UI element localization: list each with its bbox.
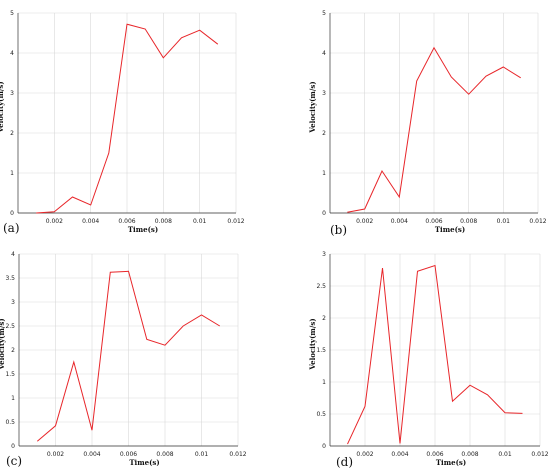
y-tick-label: 0 [10, 210, 14, 217]
x-tick-label: 0.01 [193, 218, 207, 225]
y-tick-label: 2.5 [5, 323, 15, 330]
x-tick-label: 0.004 [391, 451, 408, 458]
y-axis-label: Velocity(m/s) [0, 318, 6, 370]
x-tick-label: 0.012 [227, 218, 244, 225]
x-tick-label: 0.004 [391, 218, 408, 225]
y-tick-label: 2 [322, 130, 326, 137]
series-line [347, 264, 523, 445]
y-tick-label: 3 [10, 90, 14, 97]
y-tick-label: 3 [11, 299, 15, 306]
y-tick-label: 4 [322, 50, 326, 57]
y-tick-label: 3.5 [5, 275, 15, 282]
y-tick-label: 2.5 [316, 283, 326, 290]
chart-panel-2: 0 1 2 3 4 5 0.002 0.004 0.006 0.008 0.01 0.012 Time(… [308, 10, 547, 237]
y-axis-label: Velocity(m/s) [308, 318, 317, 370]
y-tick-label: 1 [11, 395, 15, 402]
y-axis-label: Velocity(m/s) [0, 81, 5, 133]
x-tick-label: 0.006 [118, 218, 135, 225]
x-axis-label: Time(s) [128, 225, 158, 234]
y-tick-label: 1 [322, 170, 326, 177]
x-axis-label: Time(s) [435, 225, 465, 234]
panel-label: (a) [3, 221, 20, 235]
y-tick-label: 2 [11, 347, 15, 354]
x-axis-label: Time(s) [436, 458, 466, 467]
y-tick-label: 2 [10, 130, 14, 137]
x-tick-label: 0.01 [497, 218, 511, 225]
series-line [36, 23, 219, 214]
y-tick-label: 3 [322, 251, 326, 258]
y-tick-label: 0.5 [316, 411, 326, 418]
x-tick-label: 0.002 [46, 218, 63, 225]
x-tick-label: 0.008 [155, 218, 172, 225]
x-tick-label: 0.008 [156, 451, 173, 458]
x-tick-label: 0.012 [531, 451, 548, 458]
series-line [36, 270, 221, 442]
chart-panel-3: 0 0.5 1 1.5 2 2.5 3 3.5 4 0.002 0.004 0.006 0.008 0.0… [0, 251, 247, 468]
panel-label: (c) [6, 454, 22, 468]
y-tick-label: 4 [11, 251, 15, 258]
y-tick-label: 1.5 [5, 371, 15, 378]
x-tick-label: 0.004 [82, 218, 99, 225]
y-tick-label: 1.5 [316, 347, 326, 354]
y-tick-label: 0 [322, 210, 326, 217]
chart-panel-1: 0 1 2 3 4 5 0.002 0.004 0.006 0.008 0.01 0.012 Time(… [0, 10, 245, 235]
y-tick-label: 4 [10, 50, 14, 57]
x-tick-label: 0.01 [195, 451, 209, 458]
y-tick-label: 2 [322, 315, 326, 322]
x-tick-label: 0.006 [426, 451, 443, 458]
y-tick-label: 5 [10, 10, 14, 17]
x-tick-label: 0.008 [460, 218, 477, 225]
y-axis-label: Velocity(m/s) [308, 81, 317, 133]
chart-panel-4: 0 0.5 1 1.5 2 2.5 3 0.002 0.004 0.006 0.008 0.01 0.0… [308, 251, 549, 469]
x-tick-label: 0.01 [498, 451, 512, 458]
x-tick-label: 0.002 [356, 218, 373, 225]
x-tick-label: 0.012 [229, 451, 246, 458]
y-tick-label: 1 [322, 379, 326, 386]
x-tick-label: 0.002 [356, 451, 373, 458]
x-tick-label: 0.002 [47, 451, 64, 458]
x-tick-label: 0.006 [120, 451, 137, 458]
x-tick-label: 0.012 [529, 218, 546, 225]
y-tick-label: 0 [11, 443, 15, 450]
y-tick-label: 5 [322, 10, 326, 17]
panel-label: (b) [330, 223, 347, 237]
series-line [347, 46, 521, 213]
x-tick-label: 0.006 [425, 218, 442, 225]
x-tick-label: 0.008 [461, 451, 478, 458]
y-tick-label: 0.5 [5, 419, 15, 426]
y-tick-label: 1 [10, 170, 14, 177]
panel-label: (d) [336, 455, 353, 469]
y-tick-label: 0 [322, 443, 326, 450]
x-axis-label: Time(s) [129, 458, 159, 467]
y-tick-label: 3 [322, 90, 326, 97]
x-tick-label: 0.004 [83, 451, 100, 458]
